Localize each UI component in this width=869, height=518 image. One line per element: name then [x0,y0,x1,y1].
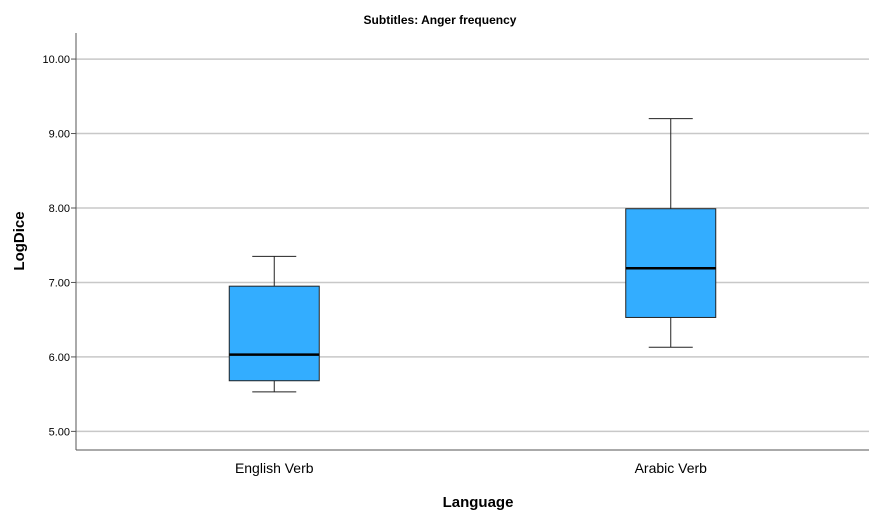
boxplots [228,118,717,393]
iqr-box [625,208,717,318]
y-tick-label: 6.00 [49,352,70,364]
y-tick-label: 7.00 [49,277,70,289]
gridlines [76,58,869,433]
x-axis-label: Language [443,494,514,511]
axes [71,33,869,451]
x-tick-label: Arabic Verb [635,460,708,476]
y-axis-label: LogDice [11,211,28,270]
y-tick-label: 5.00 [49,426,70,438]
y-tick-label: 9.00 [49,129,70,141]
y-tick-label: 10.00 [42,54,70,66]
y-tick-label: 8.00 [49,203,70,215]
y-tick-labels: 5.00 6.00 7.00 8.00 9.00 10.00 [42,54,70,438]
x-tick-labels: English Verb Arabic Verb [235,460,707,476]
boxplot-arabic-verb [625,118,717,348]
iqr-box [228,285,320,382]
x-tick-label: English Verb [235,460,314,476]
chart-title: Subtitles: Anger frequency [364,13,517,27]
boxplot-english-verb [228,255,320,393]
